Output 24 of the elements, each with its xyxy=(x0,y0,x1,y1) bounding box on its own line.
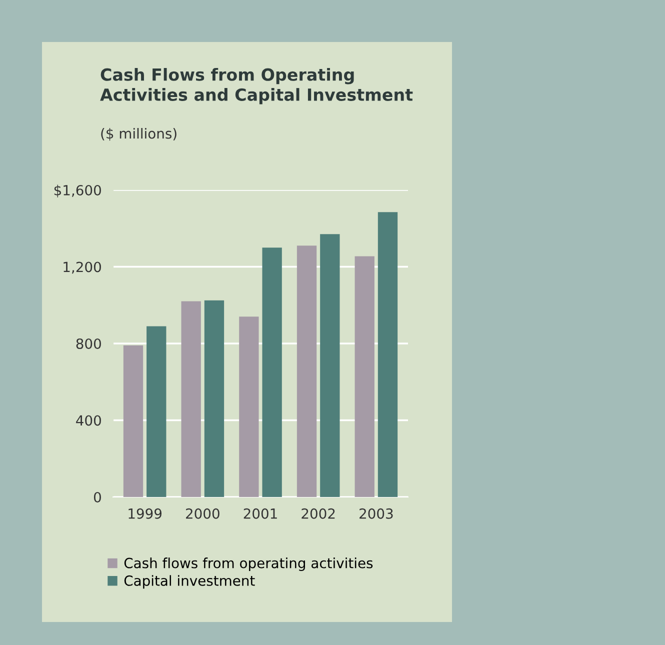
y-tick-label: 0 xyxy=(94,492,101,502)
x-tick-label: 2002 xyxy=(302,508,335,519)
bar xyxy=(123,345,144,497)
bar xyxy=(146,326,166,497)
x-tick-label: 1999 xyxy=(128,508,162,519)
y-tick-label: 800 xyxy=(76,338,101,349)
y-tick-label: 1,200 xyxy=(64,262,101,274)
bar xyxy=(296,246,317,497)
bar xyxy=(354,256,374,497)
x-tick-label: 2000 xyxy=(186,508,220,519)
bar xyxy=(204,300,224,497)
legend-label: Capital investment xyxy=(124,575,255,589)
bar xyxy=(320,234,340,497)
y-tick-label: $1,600 xyxy=(54,184,101,198)
bar xyxy=(378,212,398,497)
chart-subtitle: ($ millions) xyxy=(101,128,176,141)
y-tick-label: 400 xyxy=(76,415,101,426)
x-tick-label: 2003 xyxy=(360,508,393,519)
bar xyxy=(181,301,201,497)
x-tick-label: 2001 xyxy=(244,508,277,519)
bar xyxy=(239,316,259,497)
bar xyxy=(262,248,282,497)
legend-label: Cash flows from operating activities xyxy=(124,558,373,571)
chart-title: Cash Flows from Operating Activities and Capital Investment xyxy=(100,68,413,104)
